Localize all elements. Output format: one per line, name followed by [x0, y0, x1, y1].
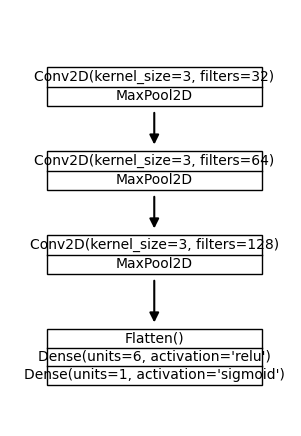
Text: Dense(units=1, activation='sigmoid'): Dense(units=1, activation='sigmoid') [24, 368, 285, 382]
Text: Conv2D(kernel_size=3, filters=64): Conv2D(kernel_size=3, filters=64) [34, 154, 275, 168]
Bar [47, 329, 262, 385]
Text: Flatten(): Flatten() [124, 331, 184, 345]
Text: MaxPool2D: MaxPool2D [116, 174, 193, 187]
Bar [47, 68, 262, 106]
Bar [47, 235, 262, 274]
Text: MaxPool2D: MaxPool2D [116, 89, 193, 103]
Text: MaxPool2D: MaxPool2D [116, 257, 193, 271]
Text: Conv2D(kernel_size=3, filters=32): Conv2D(kernel_size=3, filters=32) [34, 70, 274, 84]
Bar [47, 151, 262, 190]
Text: Conv2D(kernel_size=3, filters=128): Conv2D(kernel_size=3, filters=128) [30, 238, 279, 252]
Text: Dense(units=6, activation='relu'): Dense(units=6, activation='relu') [38, 350, 271, 364]
